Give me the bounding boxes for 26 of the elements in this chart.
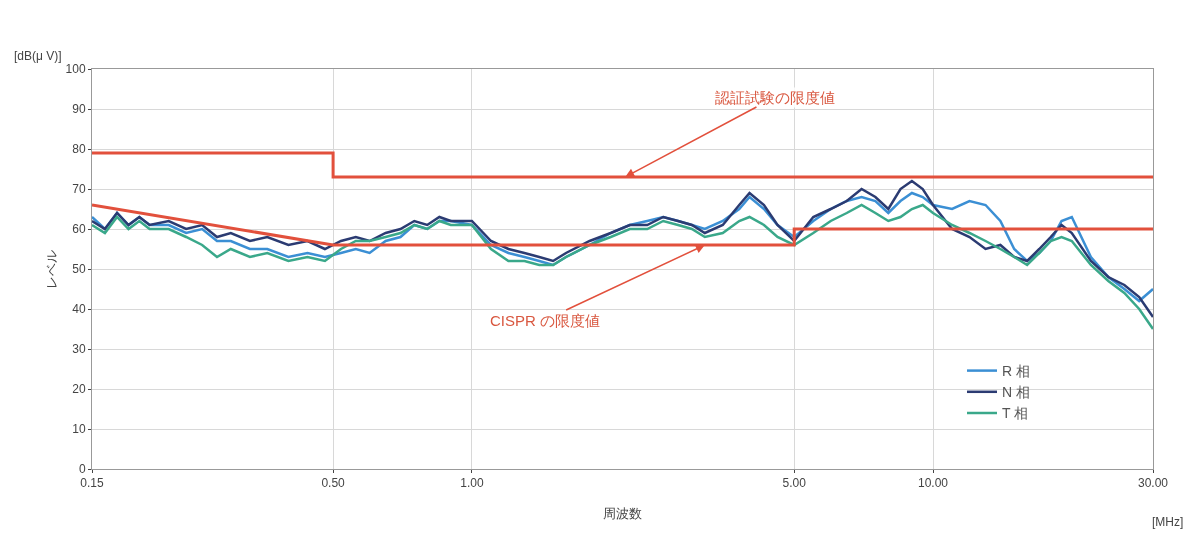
x-tick-label: 0.15 [80, 476, 104, 491]
y-axis-title: レベル [44, 249, 59, 289]
y-tick-label: 100 [65, 62, 86, 77]
y-tick-label: 70 [72, 182, 86, 197]
y-tick-label: 80 [72, 142, 86, 157]
y-tick-label: 90 [72, 102, 86, 117]
y-tick-label: 40 [72, 302, 86, 317]
y-tick-label: 0 [78, 462, 86, 477]
x-tick-label: 10.00 [917, 476, 949, 491]
legend-label: N 相 [1002, 384, 1031, 401]
x-tick-label: 1.00 [460, 476, 484, 491]
y-tick-label: 30 [72, 342, 86, 357]
y-tick-label: 60 [72, 222, 86, 237]
x-tick-label: 30.00 [1137, 476, 1169, 491]
annotation: 認証試験の限度値 [715, 89, 835, 106]
text: [dB(μ V)] [14, 49, 62, 63]
y-tick-label: 10 [72, 422, 86, 437]
x-tick-label: 5.00 [782, 476, 807, 491]
x-tick-label: 0.50 [321, 476, 346, 491]
legend-label: T 相 [1002, 405, 1029, 422]
annotation: CISPR の限度値 [490, 312, 601, 329]
x-axis-title: 周波数 [603, 506, 642, 521]
text: [MHz] [1152, 515, 1184, 529]
legend-label: R 相 [1002, 363, 1031, 380]
y-tick-label: 20 [72, 382, 86, 397]
y-tick-label: 50 [72, 262, 86, 277]
